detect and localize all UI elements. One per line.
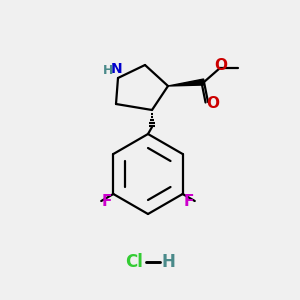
Text: Cl: Cl	[125, 253, 143, 271]
Text: H: H	[103, 64, 113, 76]
Text: H: H	[161, 253, 175, 271]
Text: O: O	[206, 97, 220, 112]
Text: O: O	[214, 58, 227, 74]
Polygon shape	[168, 79, 204, 86]
Text: N: N	[111, 62, 123, 76]
Text: F: F	[184, 194, 194, 208]
Text: F: F	[102, 194, 112, 208]
